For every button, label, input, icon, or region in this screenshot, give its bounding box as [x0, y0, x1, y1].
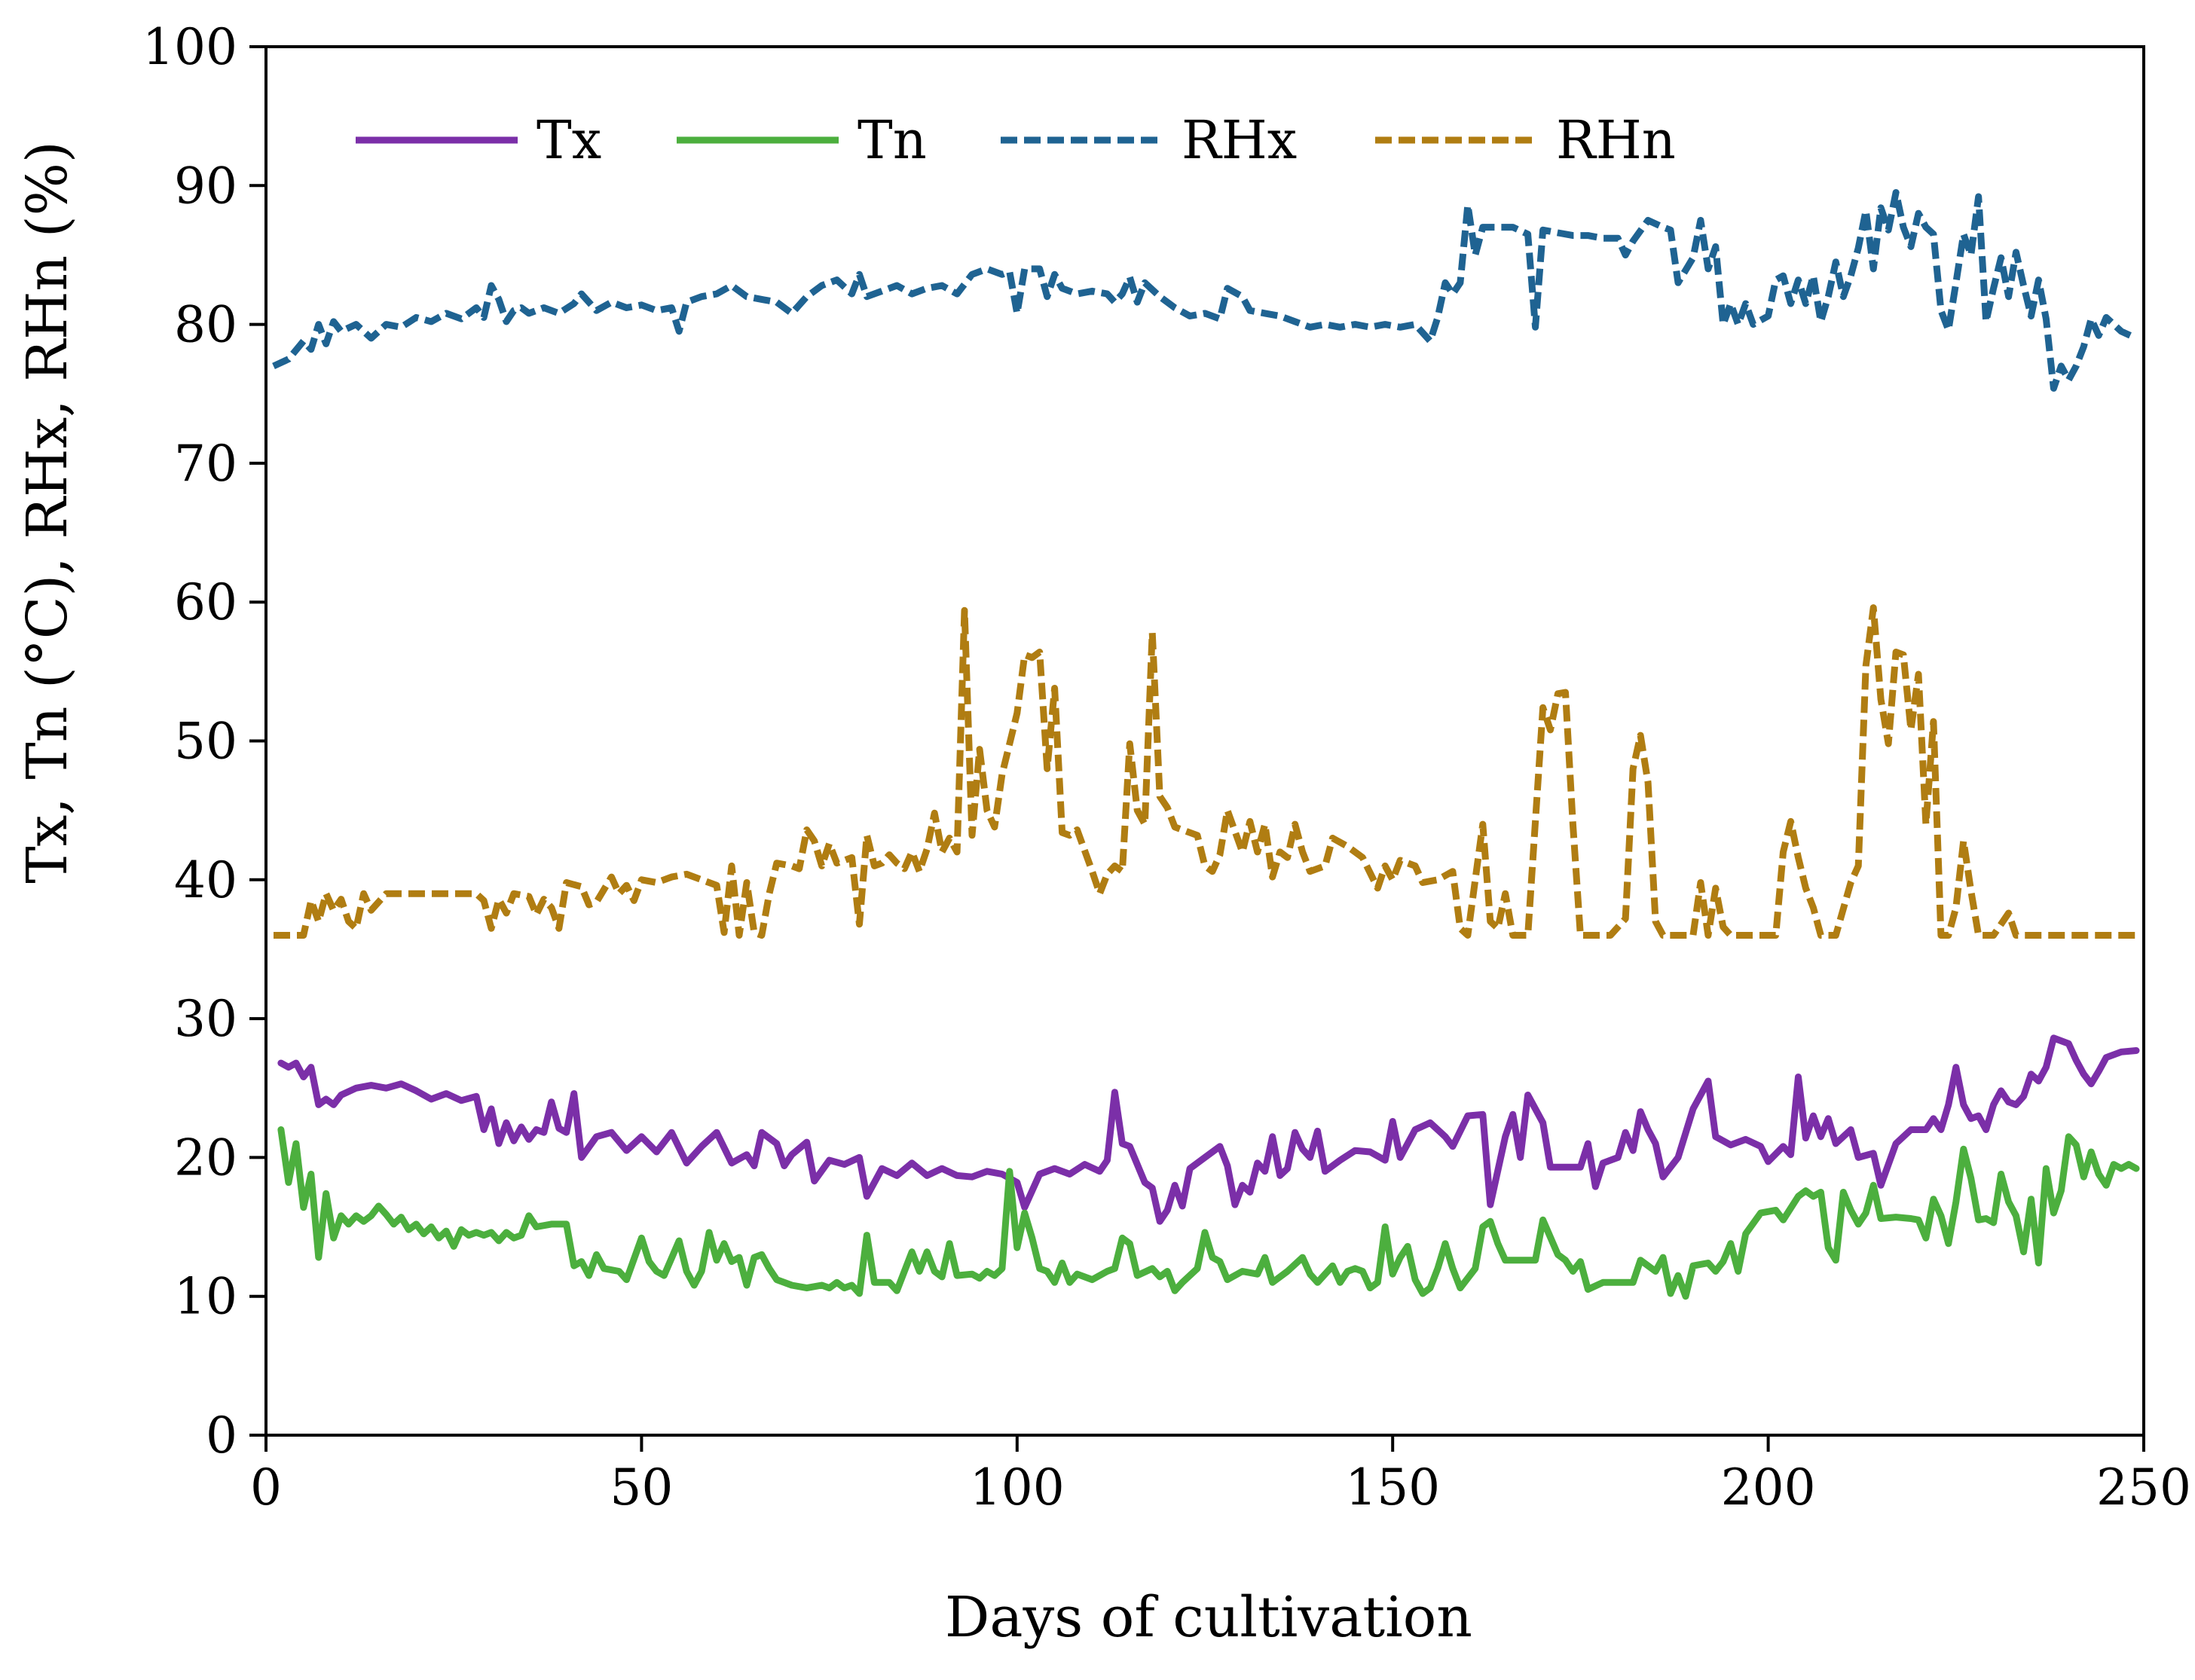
x-tick-label-0: 0 — [250, 1459, 282, 1517]
y-tick-label-70: 70 — [174, 435, 237, 493]
series-line-rhn — [274, 604, 2136, 939]
y-tick-label-60: 60 — [174, 573, 237, 631]
y-axis-title: Tx, Tn (°C), RHx, RHn (%) — [15, 141, 80, 884]
legend-label-rhx: RHx — [1182, 109, 1297, 171]
legend-label-tn: Tn — [858, 109, 927, 171]
x-tick-label-250: 250 — [2096, 1459, 2191, 1517]
x-axis-title: Days of cultivation — [945, 1585, 1472, 1650]
y-tick-label-30: 30 — [174, 990, 237, 1048]
y-tick-label-0: 0 — [206, 1407, 237, 1465]
x-tick-label-150: 150 — [1345, 1459, 1440, 1517]
series-line-tn — [277, 1126, 2140, 1300]
legend-label-rhn: RHn — [1556, 109, 1676, 171]
y-tick-label-100: 100 — [142, 18, 237, 76]
y-tick-label-50: 50 — [174, 713, 237, 771]
x-tick-label-50: 50 — [610, 1459, 673, 1517]
series-line-tx — [277, 1034, 2140, 1225]
y-tick-label-80: 80 — [174, 296, 237, 354]
x-tick-label-200: 200 — [1721, 1459, 1816, 1517]
plot-area — [272, 189, 2140, 1300]
series-line-rhx — [272, 189, 2138, 392]
y-tick-label-20: 20 — [174, 1129, 237, 1187]
y-tick-label-40: 40 — [174, 851, 237, 909]
y-tick-label-10: 10 — [174, 1268, 237, 1326]
axes: 0 10 20 30 40 50 60 70 80 90 100 0 50 100 150 200 250 — [142, 18, 2191, 1517]
legend: Tx Tn RHx RHn — [356, 109, 1676, 171]
legend-label-tx: Tx — [537, 109, 601, 171]
x-tick-label-100: 100 — [970, 1459, 1065, 1517]
y-tick-label-90: 90 — [174, 157, 237, 215]
